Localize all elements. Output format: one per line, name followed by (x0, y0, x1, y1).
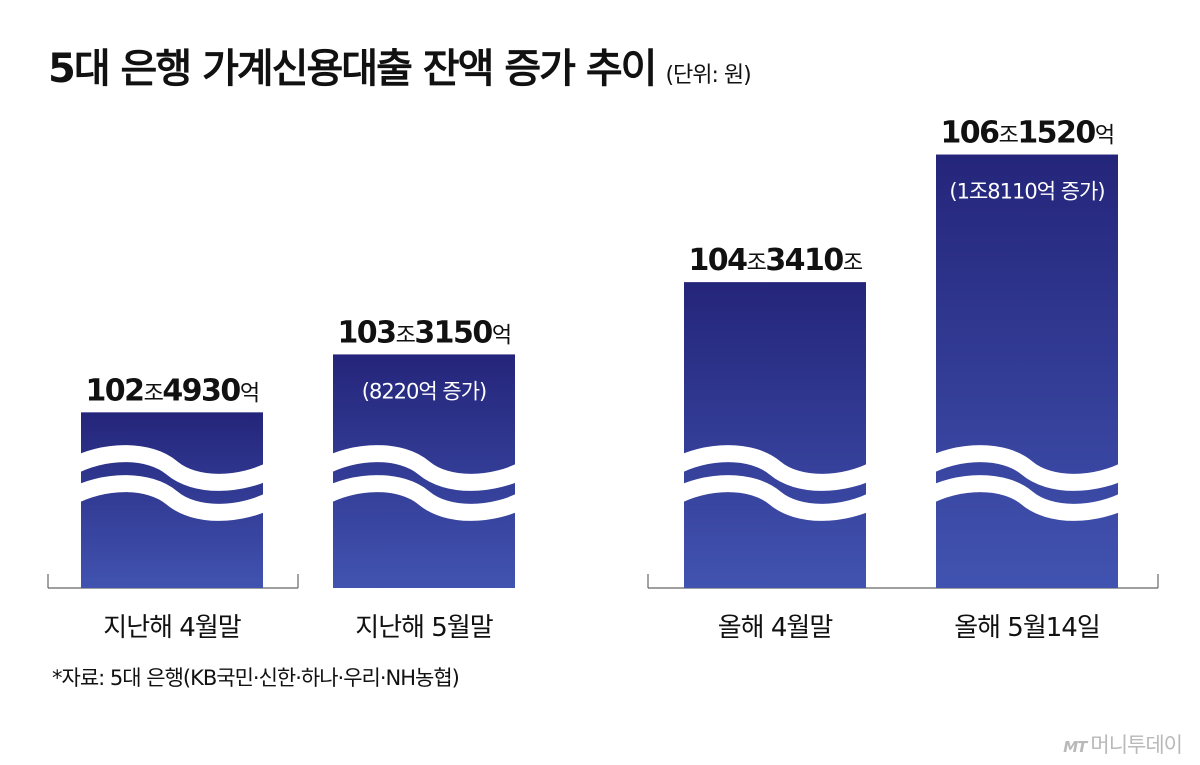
increase-label: (1조8110억 증가) (949, 180, 1104, 204)
data-label-part: 104 (688, 243, 747, 278)
data-label-part: 조 (999, 124, 1019, 149)
watermark-brand: 머니투데이 (1090, 733, 1183, 757)
chart-title: 5대 은행 가계신용대출 잔액 증가 추이 (48, 46, 657, 92)
watermark-logo: MT 머니투데이 (1063, 729, 1183, 759)
data-label-part: 조 (144, 381, 164, 406)
data-label: 104조3410조 (688, 243, 862, 278)
data-label-part: 3150 (414, 315, 492, 350)
axis-break-wave (316, 445, 532, 491)
bar (684, 282, 866, 588)
data-label-part: 3410 (765, 243, 843, 278)
axis-break-wave (667, 445, 883, 491)
axis-break-wave (919, 475, 1135, 521)
axis-break-wave (64, 445, 280, 491)
data-label-part: 조 (396, 323, 416, 348)
axis-break-wave (667, 475, 883, 521)
axis-break-wave (919, 445, 1135, 491)
axis-break-wave (316, 475, 532, 521)
category-label: 지난해 5월말 (355, 613, 492, 643)
data-label-part: 억 (240, 381, 259, 406)
category-label: 지난해 4월말 (103, 613, 240, 643)
data-label-part: 조 (747, 251, 767, 276)
increase-label: (8220억 증가) (362, 379, 486, 403)
data-label: 102조4930억 (85, 373, 258, 408)
data-label-part: 106 (940, 116, 999, 151)
axis-break-wave (64, 475, 280, 521)
data-label-part: 1520 (1017, 116, 1095, 151)
data-label-part: 억 (492, 323, 511, 348)
bar (936, 154, 1118, 588)
title-row: 5대 은행 가계신용대출 잔액 증가 추이 (단위: 원) (48, 36, 752, 94)
data-label: 106조1520억 (940, 116, 1113, 151)
source-note: *자료: 5대 은행(KB국민·신한·하나·우리·NH농협) (52, 666, 460, 690)
category-label: 올해 4월말 (718, 613, 833, 643)
data-label-part: 억 (1095, 124, 1114, 149)
data-label: 103조3150억 (337, 315, 510, 350)
unit-note: (단위: 원) (665, 63, 751, 88)
data-label-part: 조 (843, 251, 863, 276)
data-label-part: 102 (85, 373, 143, 408)
data-label-part: 103 (337, 315, 395, 350)
category-label: 올해 5월14일 (954, 613, 1100, 643)
data-label-part: 4930 (162, 373, 240, 408)
watermark-mark: MT (1063, 738, 1087, 756)
